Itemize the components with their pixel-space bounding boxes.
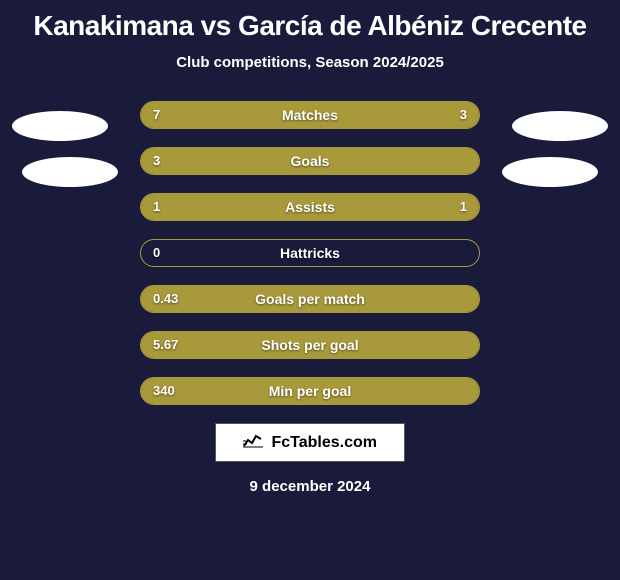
stat-row: Assists1 1 bbox=[140, 193, 480, 221]
stat-label: Matches bbox=[141, 102, 479, 128]
stat-value-left: 1 bbox=[153, 194, 160, 220]
stat-row: Hattricks0 bbox=[140, 239, 480, 267]
stat-value-right: 1 bbox=[460, 194, 467, 220]
stat-label: Goals per match bbox=[141, 286, 479, 312]
player-right-photo-2 bbox=[502, 157, 598, 187]
player-right-photo-1 bbox=[512, 111, 608, 141]
stat-value-left: 7 bbox=[153, 102, 160, 128]
page-title: Kanakimana vs García de Albéniz Crecente bbox=[0, 0, 620, 42]
subtitle: Club competitions, Season 2024/2025 bbox=[0, 54, 620, 71]
stat-value-left: 340 bbox=[153, 378, 175, 404]
stat-label: Min per goal bbox=[141, 378, 479, 404]
brand-logo-icon bbox=[243, 432, 263, 453]
stat-row: Matches7 3 bbox=[140, 101, 480, 129]
date-label: 9 december 2024 bbox=[0, 478, 620, 495]
stat-row: Goals per match0.43 bbox=[140, 285, 480, 313]
comparison-area: Matches73Goals3Assists11Hattricks0Goals … bbox=[0, 101, 620, 405]
stat-value-left: 0 bbox=[153, 240, 160, 266]
stat-value-right: 3 bbox=[460, 102, 467, 128]
stat-row: Shots per goal5.67 bbox=[140, 331, 480, 359]
brand-box[interactable]: FcTables.com bbox=[215, 423, 405, 462]
stat-value-left: 3 bbox=[153, 148, 160, 174]
brand-text: FcTables.com bbox=[271, 434, 377, 452]
player-left-photo-2 bbox=[22, 157, 118, 187]
stat-label: Shots per goal bbox=[141, 332, 479, 358]
stat-label: Goals bbox=[141, 148, 479, 174]
stat-rows: Matches73Goals3Assists11Hattricks0Goals … bbox=[140, 101, 480, 405]
stat-value-left: 0.43 bbox=[153, 286, 178, 312]
stat-row: Min per goal340 bbox=[140, 377, 480, 405]
stat-label: Hattricks bbox=[141, 240, 479, 266]
stat-row: Goals3 bbox=[140, 147, 480, 175]
stat-value-left: 5.67 bbox=[153, 332, 178, 358]
stat-label: Assists bbox=[141, 194, 479, 220]
player-left-photo-1 bbox=[12, 111, 108, 141]
